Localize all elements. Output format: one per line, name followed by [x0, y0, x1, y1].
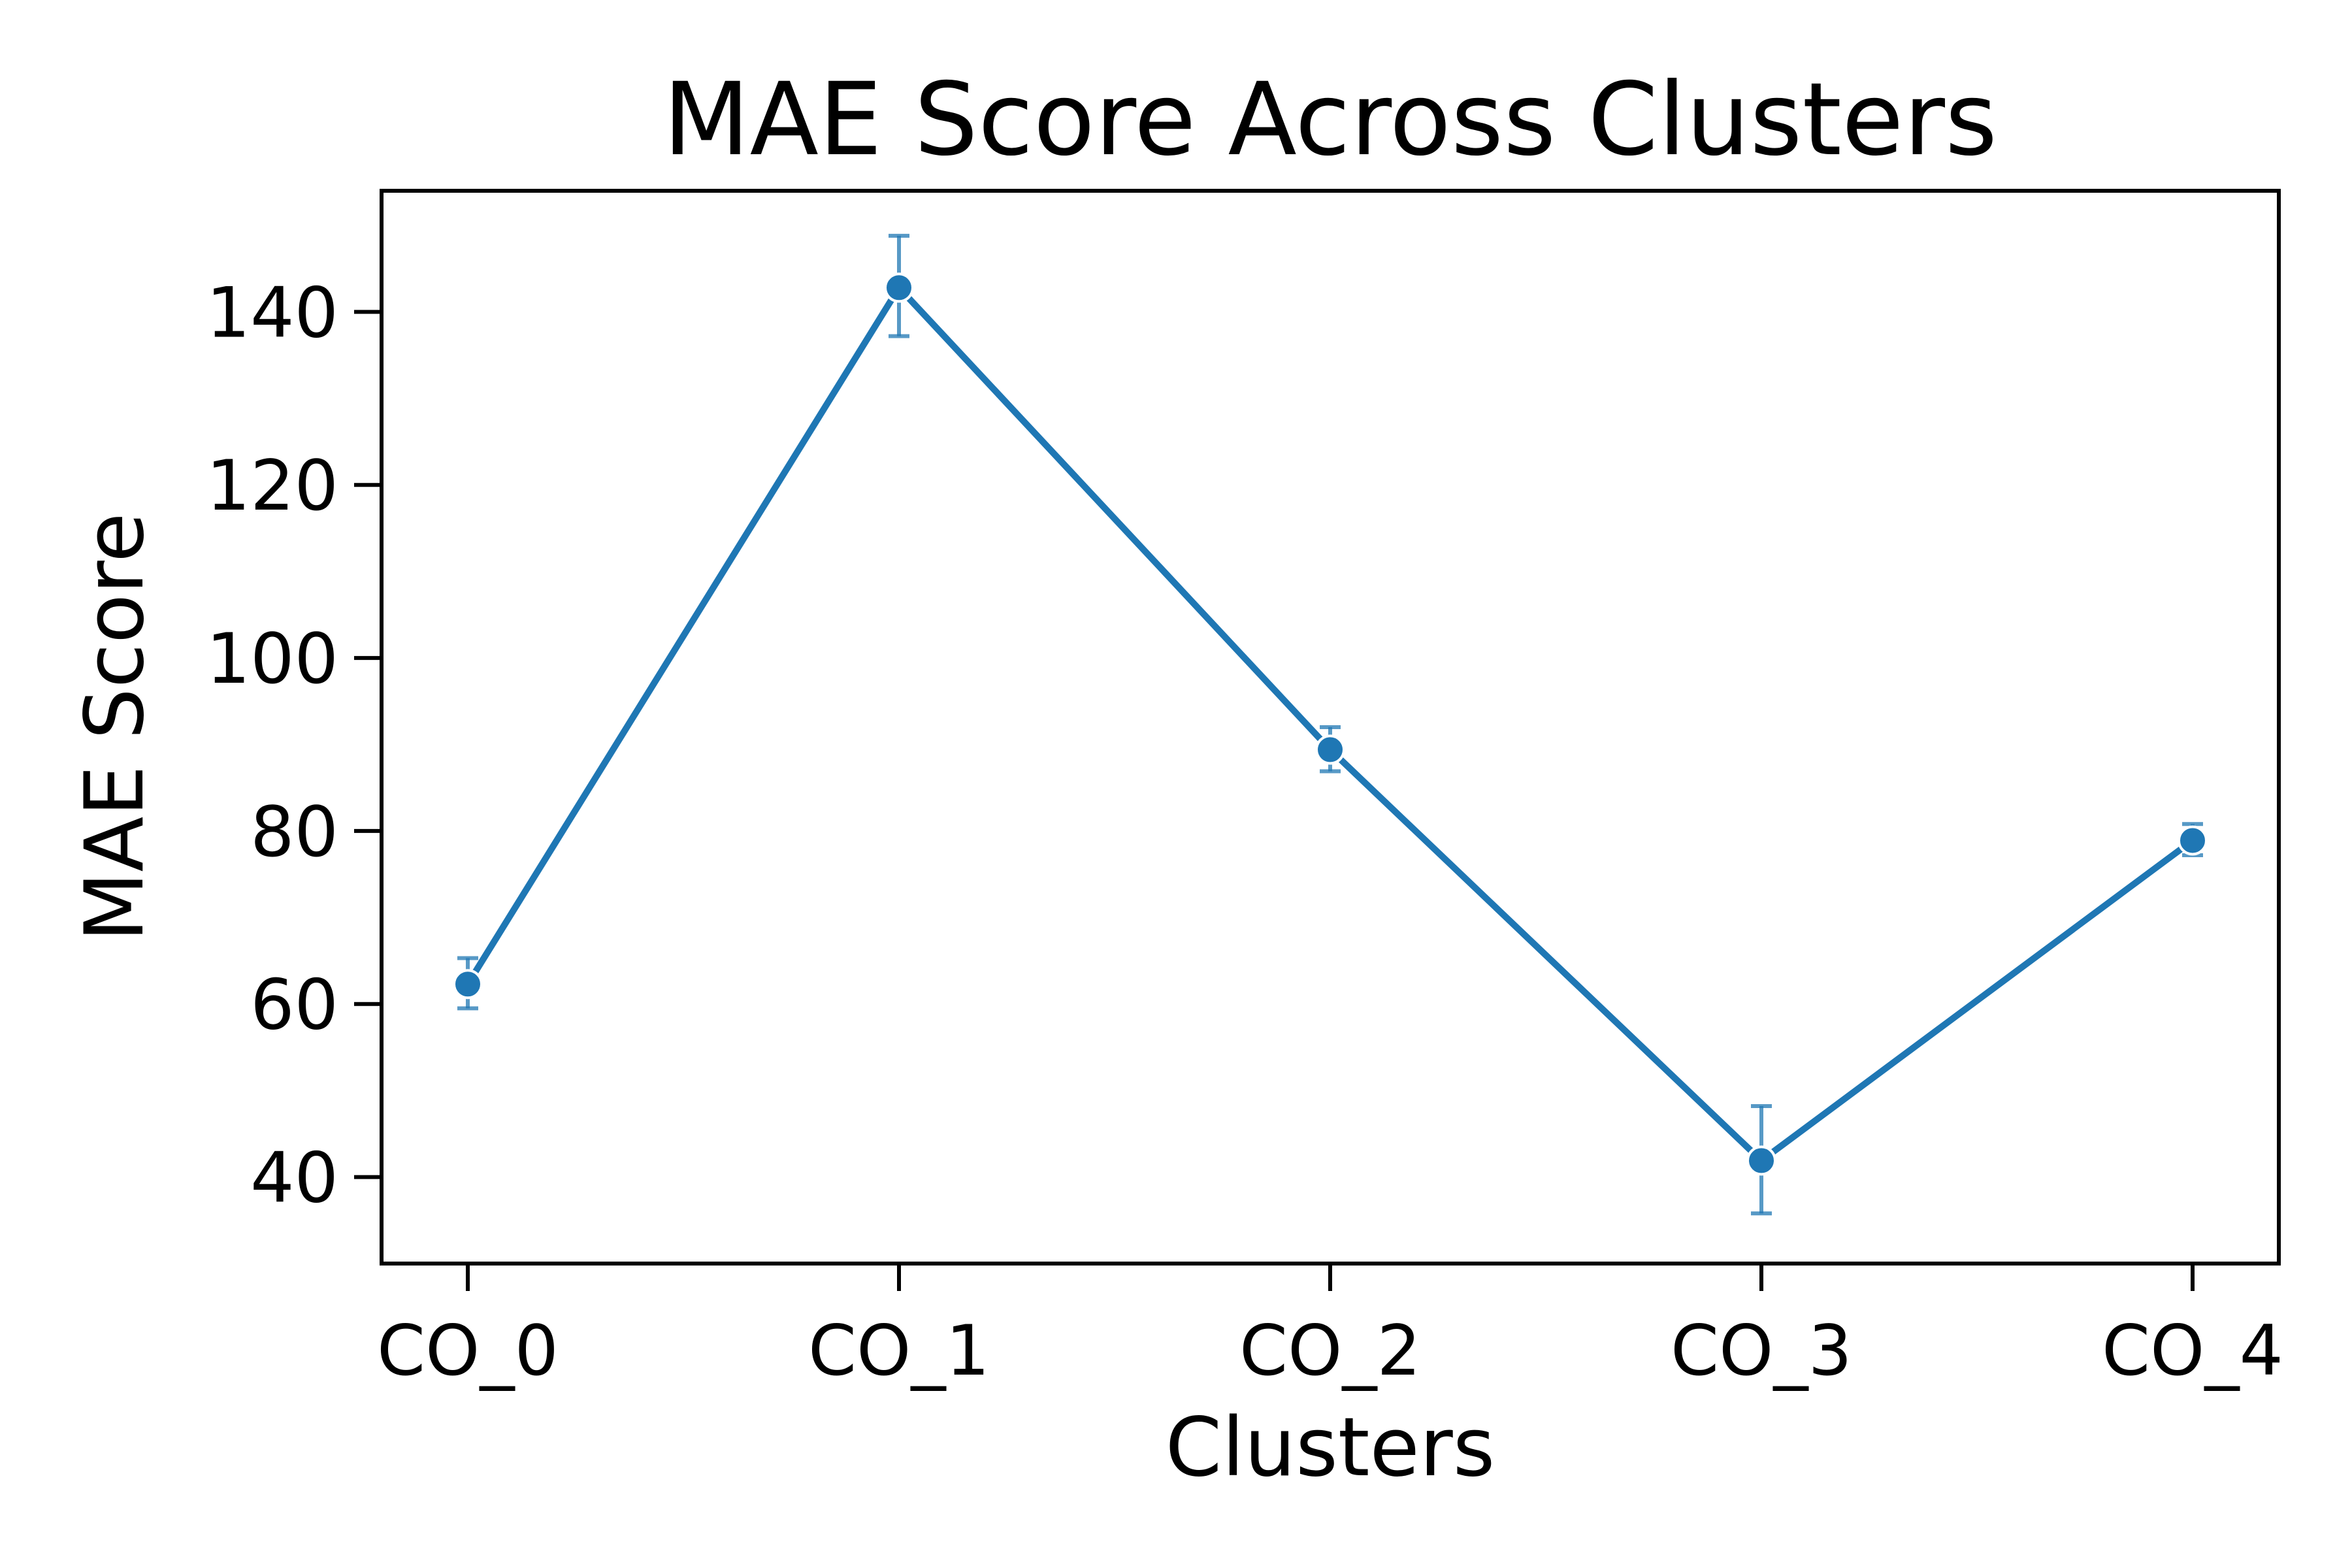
plot-frame	[380, 189, 2281, 1266]
chart-title: MAE Score Across Clusters	[663, 61, 1997, 178]
y-tick-label: 60	[250, 965, 338, 1045]
x-tick-label: CO_0	[377, 1311, 559, 1391]
plot-area: CO_0 CO_1 CO_2 CO_3 CO_4 40 60 80 100 120 140	[206, 189, 2283, 1391]
y-axis-label: MAE Score	[68, 513, 162, 942]
x-tick-label: CO_1	[808, 1311, 990, 1391]
data-point	[453, 969, 483, 1000]
y-tick-label: 100	[206, 619, 338, 699]
data-point	[1746, 1145, 1776, 1176]
y-tick-label: 120	[206, 446, 338, 526]
data-point	[2178, 825, 2208, 856]
y-axis: 40 60 80 100 120 140	[206, 272, 382, 1218]
data-series	[453, 233, 2208, 1216]
x-axis: CO_0 CO_1 CO_2 CO_3 CO_4	[377, 1264, 2283, 1391]
data-point	[1315, 734, 1345, 765]
y-tick-label: 140	[206, 272, 338, 353]
data-point	[884, 272, 914, 303]
x-tick-label: CO_4	[2102, 1311, 2283, 1391]
y-tick-label: 80	[250, 792, 338, 872]
x-axis-label: Clusters	[1166, 1401, 1495, 1495]
x-tick-label: CO_2	[1239, 1311, 1421, 1391]
y-tick-label: 40	[250, 1138, 338, 1218]
x-tick-label: CO_3	[1671, 1311, 1852, 1391]
series-line	[465, 284, 2195, 1164]
